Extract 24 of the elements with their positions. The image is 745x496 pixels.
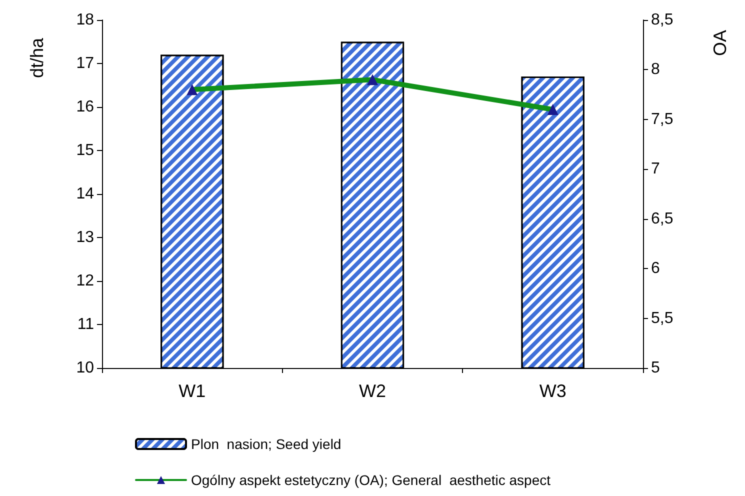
y2-tick-label: 7,5 — [651, 110, 674, 128]
y-tick-label: 10 — [76, 360, 94, 376]
x-tick-label: W1 — [178, 381, 206, 401]
y-tick-label: 14 — [76, 186, 94, 202]
x-tick-label: W3 — [539, 381, 566, 401]
y-tick-label: 16 — [76, 98, 94, 116]
y2-tick-label: 8 — [651, 61, 660, 78]
y2-tick-label: 6,5 — [651, 210, 674, 228]
y2-axis-title: OA — [710, 30, 730, 56]
legend-label: Plon nasion; Seed yield — [191, 436, 342, 452]
y2-tick-label: 5,5 — [651, 310, 674, 327]
y-tick-label: 11 — [77, 316, 94, 333]
y-tick-label: 12 — [76, 272, 94, 290]
y-tick-label: 15 — [76, 142, 94, 159]
y2-tick-label: 8,5 — [651, 12, 674, 28]
legend-label: Ogólny aspekt estetyczny (OA); General aesthetic aspect — [191, 472, 551, 488]
y2-tick-label: 6 — [651, 260, 660, 278]
y-axis-title: dt/ha — [27, 37, 47, 78]
y-tick-label: 13 — [76, 229, 94, 246]
x-tick-label: W2 — [359, 381, 386, 401]
y2-tick-label: 5 — [651, 360, 660, 376]
y-tick-label: 17 — [76, 55, 94, 72]
y-tick-label: 18 — [76, 12, 94, 28]
y2-tick-label: 7 — [651, 160, 660, 178]
